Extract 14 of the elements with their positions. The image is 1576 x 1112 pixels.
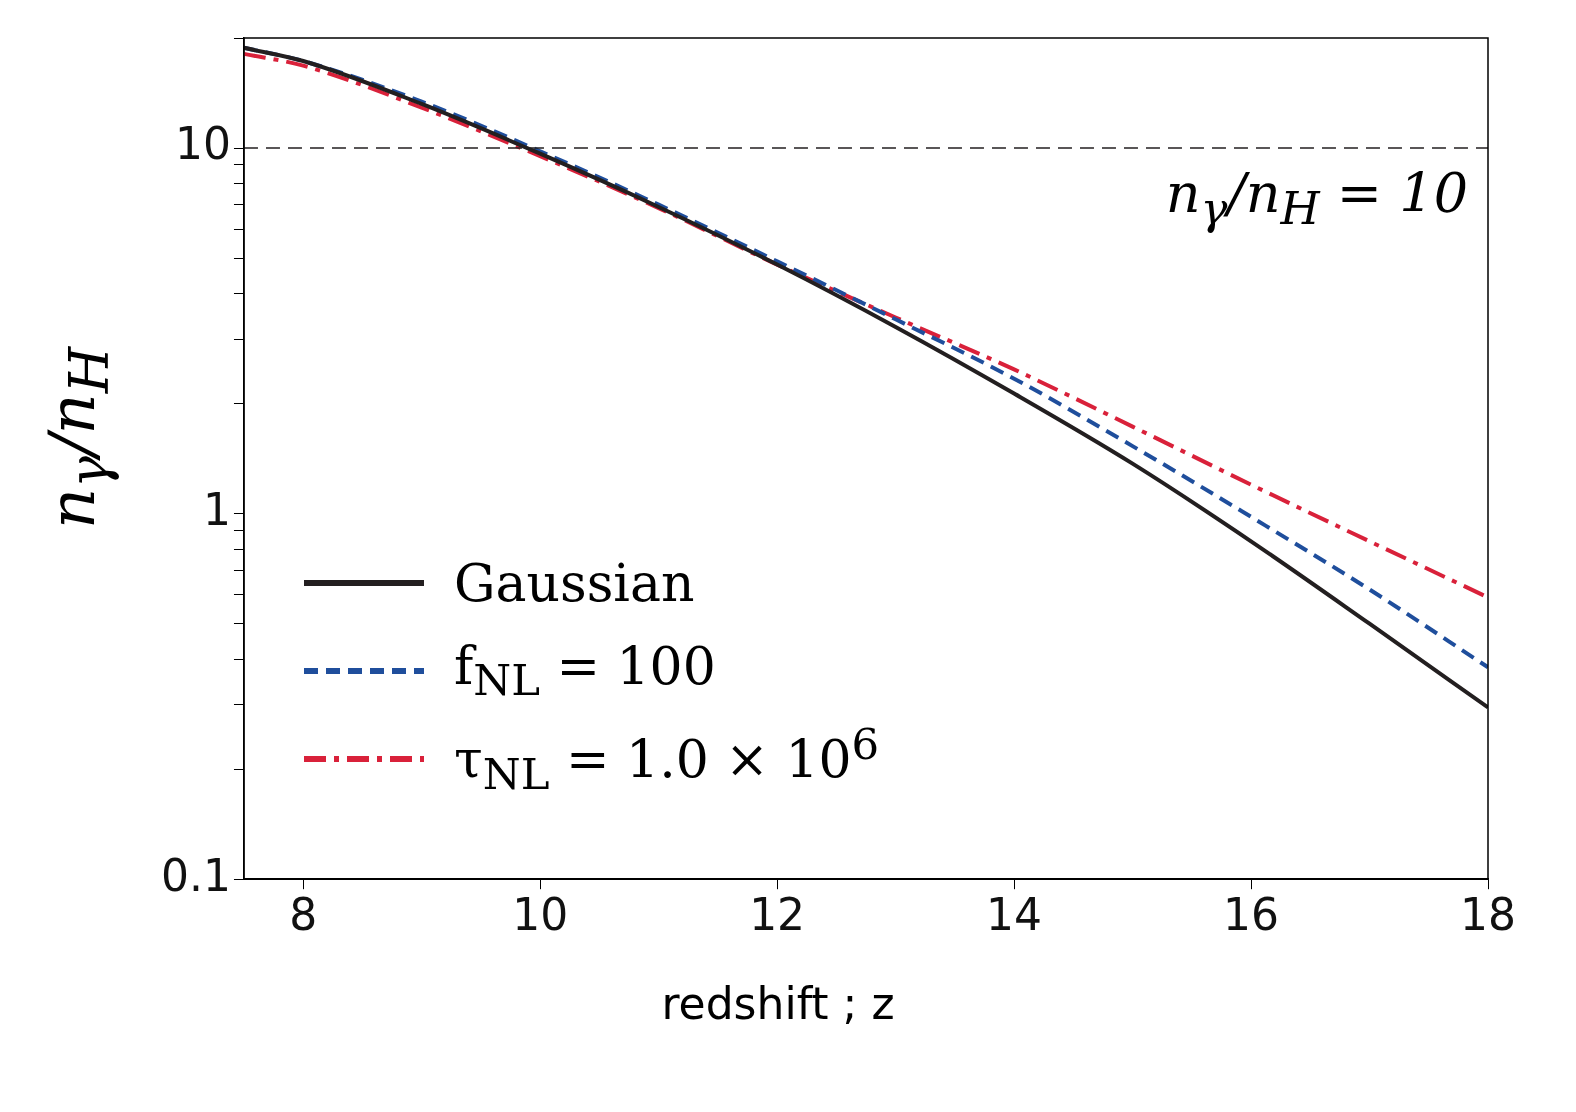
x-tick-label: 12 bbox=[749, 889, 806, 941]
y-tick-label: 0.1 bbox=[160, 849, 231, 901]
legend-label: f$_{NL}$ = 100 bbox=[453, 636, 716, 706]
x-tick-label: 10 bbox=[512, 889, 569, 941]
ref-line-label: n$_{γ}$/n$_{H}$ = 10 bbox=[1164, 162, 1468, 235]
legend-label: τ$_{NL}$ = 1.0 × 10$^{6}$ bbox=[453, 719, 880, 800]
y-tick-label: 1 bbox=[202, 484, 231, 536]
x-tick-label: 18 bbox=[1460, 889, 1516, 941]
legend-label: Gaussian bbox=[453, 553, 695, 614]
x-tick-label: 8 bbox=[289, 889, 318, 941]
x-axis-title: redshift ; z bbox=[660, 978, 896, 1029]
x-tick-label: 16 bbox=[1223, 889, 1280, 941]
y-tick-label: 10 bbox=[174, 118, 231, 170]
x-tick-label: 14 bbox=[986, 889, 1043, 941]
